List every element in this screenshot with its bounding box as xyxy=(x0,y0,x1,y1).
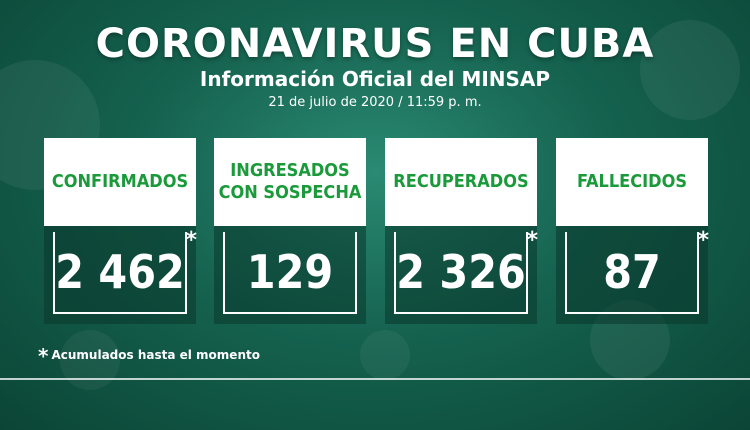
card-body: 129 xyxy=(214,226,366,324)
virus-background-icon xyxy=(60,330,120,390)
asterisk-mark: * xyxy=(697,228,709,253)
footnote: * Acumulados hasta el momento xyxy=(38,344,260,368)
card-value: 2 462 xyxy=(55,245,185,299)
card-fallecidos: FALLECIDOS 87 * xyxy=(556,138,709,324)
footnote-text: Acumulados hasta el momento xyxy=(51,348,260,362)
virus-background-icon xyxy=(640,20,740,120)
card-body: 2 462 * xyxy=(44,226,197,324)
divider xyxy=(0,378,750,380)
card-ingresados: INGRESADOS CON SOSPECHA 129 xyxy=(214,138,366,324)
card-value-frame: 87 * xyxy=(565,228,709,314)
page-title: CORONAVIRUS EN CUBA xyxy=(95,21,655,67)
card-recuperados: RECUPERADOS 2 326 * xyxy=(385,138,538,324)
card-value: 87 xyxy=(603,245,661,299)
card-value: 129 xyxy=(246,245,334,299)
card-label: INGRESADOS CON SOSPECHA xyxy=(214,138,366,226)
card-label: RECUPERADOS xyxy=(385,138,537,226)
report-datetime: 21 de julio de 2020 / 11:59 p. m. xyxy=(268,95,482,110)
card-value-frame: 129 xyxy=(223,232,357,314)
card-label-line1: INGRESADOS xyxy=(230,160,350,181)
card-body: 2 326 * xyxy=(385,226,538,324)
virus-background-icon xyxy=(360,330,410,380)
card-label: FALLECIDOS xyxy=(556,138,708,226)
footnote-asterisk: * xyxy=(38,344,49,368)
card-confirmados: CONFIRMADOS 2 462 * xyxy=(44,138,197,324)
card-value: 2 326 xyxy=(396,245,526,299)
asterisk-mark: * xyxy=(526,228,538,253)
page-subtitle: Información Oficial del MINSAP xyxy=(199,67,551,91)
card-value-frame: 2 462 * xyxy=(53,228,197,314)
card-label: CONFIRMADOS xyxy=(44,138,196,226)
card-label-line2: CON SOSPECHA xyxy=(218,182,362,203)
card-value-frame: 2 326 * xyxy=(394,228,538,314)
card-body: 87 * xyxy=(556,226,709,324)
asterisk-mark: * xyxy=(185,228,197,253)
